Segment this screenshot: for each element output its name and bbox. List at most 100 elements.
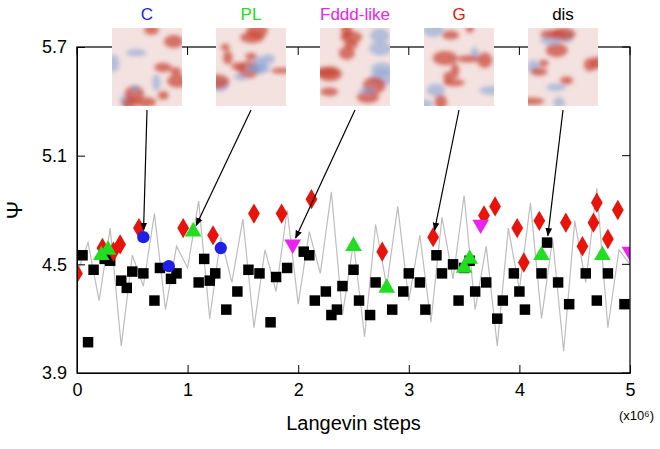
y-tick-label: 5.1 xyxy=(42,146,67,166)
inset-cube xyxy=(424,28,494,106)
chart: 0123453.94.55.15.7Langevin steps(x10⁶)ΨC… xyxy=(0,0,660,449)
point xyxy=(592,295,602,305)
y-tick-mark xyxy=(77,264,85,265)
inset-blob xyxy=(479,86,494,95)
point xyxy=(520,304,530,314)
x-tick-mark-top xyxy=(408,47,409,55)
point xyxy=(461,249,478,263)
point xyxy=(83,337,93,347)
inset-blob xyxy=(442,31,459,40)
inset-blob xyxy=(112,55,119,72)
x-axis-title: Langevin steps xyxy=(286,412,421,434)
inset-blob xyxy=(553,97,564,106)
point xyxy=(387,304,397,314)
point xyxy=(612,200,624,220)
inset-blob xyxy=(131,85,139,92)
inset-blob xyxy=(170,67,181,75)
inset-blob xyxy=(433,51,457,65)
y-tick-mark xyxy=(77,47,85,48)
point xyxy=(265,317,275,327)
point xyxy=(622,247,630,261)
point xyxy=(254,268,264,278)
inset-cube xyxy=(528,28,598,106)
point xyxy=(514,286,524,296)
inset-blob xyxy=(427,84,445,97)
x-tick-label: 1 xyxy=(183,380,193,400)
inset-blob xyxy=(435,95,447,106)
inset-blob xyxy=(152,74,160,91)
point xyxy=(232,286,242,296)
y-tick-mark-right xyxy=(622,47,630,48)
x-tick-label: 4 xyxy=(515,380,525,400)
point xyxy=(304,250,314,260)
point xyxy=(193,277,203,287)
inset-arrow xyxy=(296,110,355,238)
inset-blob xyxy=(528,98,544,105)
y-axis-line xyxy=(77,48,78,374)
point xyxy=(581,268,591,278)
point xyxy=(542,237,552,247)
point xyxy=(210,268,220,278)
point xyxy=(215,242,227,254)
point xyxy=(310,295,320,305)
x-tick-label: 3 xyxy=(404,380,414,400)
point xyxy=(398,286,408,296)
point xyxy=(248,203,260,223)
point xyxy=(271,272,281,282)
y-axis: 3.94.55.15.7 xyxy=(42,37,85,383)
y-tick: 3.9 xyxy=(42,363,85,383)
inset-arrow xyxy=(548,110,563,236)
point xyxy=(591,193,603,213)
inset-blob xyxy=(234,74,248,80)
point xyxy=(306,189,318,209)
point xyxy=(437,268,447,278)
inset-arrow xyxy=(196,110,251,225)
inset-arrow xyxy=(144,110,147,230)
point xyxy=(137,231,149,243)
inset-blob xyxy=(126,49,147,56)
inset-blob xyxy=(164,35,182,48)
point xyxy=(553,277,563,287)
x-tick: 5 xyxy=(625,365,635,400)
point xyxy=(114,234,126,254)
inset-blob xyxy=(339,47,355,60)
point xyxy=(472,220,489,234)
point xyxy=(536,268,546,278)
point xyxy=(453,295,463,305)
point xyxy=(420,304,430,314)
point xyxy=(77,250,87,260)
point xyxy=(404,268,414,278)
point xyxy=(321,286,331,296)
x-tick: 2 xyxy=(294,365,304,400)
point xyxy=(332,304,342,314)
inset-blob xyxy=(540,30,565,39)
x-tick-label: 0 xyxy=(72,380,82,400)
x-tick: 1 xyxy=(183,365,193,400)
point xyxy=(619,299,629,309)
point xyxy=(427,227,439,247)
point xyxy=(370,277,380,287)
point xyxy=(127,266,137,276)
inset-blob xyxy=(584,58,596,71)
inset-blob xyxy=(216,74,229,88)
point xyxy=(378,278,395,292)
inset-label: dis xyxy=(552,5,574,24)
inset-blob xyxy=(223,51,233,64)
point xyxy=(492,313,502,323)
inset: Fddd-like xyxy=(313,5,395,106)
inset: dis xyxy=(519,5,603,108)
point xyxy=(594,246,611,260)
point xyxy=(354,295,364,305)
inset-blob xyxy=(240,32,264,43)
point xyxy=(533,246,550,260)
inset-blob xyxy=(466,28,474,33)
point xyxy=(415,277,425,287)
x-multiplier: (x10⁶) xyxy=(619,408,654,423)
point xyxy=(122,283,132,293)
point xyxy=(564,299,574,309)
inset-blob xyxy=(443,71,453,82)
inset-blob xyxy=(560,76,573,84)
inset-label: C xyxy=(141,5,153,24)
inset-cube xyxy=(216,28,286,106)
x-tick-mark xyxy=(409,365,410,373)
